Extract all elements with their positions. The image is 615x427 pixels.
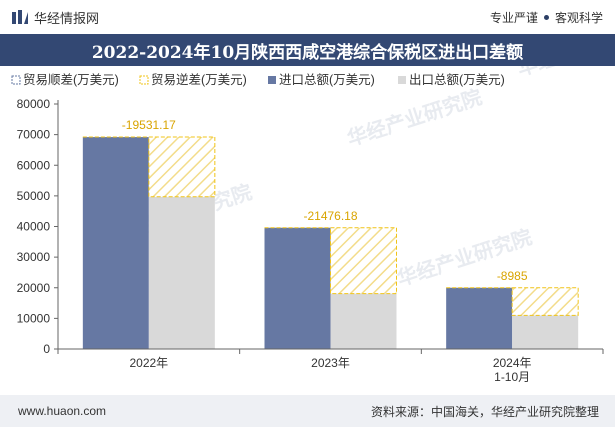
y-tick-label: 70000 <box>17 128 51 142</box>
watermark-text: 华经产业研究院 <box>514 66 615 81</box>
y-tick-label: 30000 <box>17 250 51 264</box>
deficit-bar <box>511 287 579 316</box>
legend-item: 贸易顺差(万美元) <box>11 73 119 87</box>
deficit-bar <box>330 227 397 295</box>
tagline-1: 专业严谨 <box>489 10 538 25</box>
brand: 华经情报网 <box>12 8 99 27</box>
footer-source: 资料来源：中国海关，华经产业研究院整理 <box>370 404 599 419</box>
tagline: 专业严谨 客观科学 <box>490 9 603 26</box>
y-tick-label: 10000 <box>17 311 51 325</box>
legend-label: 贸易逆差(万美元) <box>151 72 247 87</box>
footer-website: www.huaon.com <box>18 404 107 418</box>
tagline-2: 客观科学 <box>554 10 603 25</box>
legend-item: 贸易逆差(万美元) <box>139 72 247 87</box>
x-tick-label: 2024年 1-10月 <box>493 356 532 384</box>
x-axis: 2022年 2023年 2024年 1-10月 <box>57 348 604 384</box>
deficit-data-label: -19531.17 <box>122 118 176 132</box>
legend-swatch-icon <box>398 76 406 84</box>
y-tick-label: 40000 <box>17 220 51 234</box>
import-bar <box>82 137 149 349</box>
y-tick-label: 50000 <box>17 189 51 203</box>
watermark-text: 华经产业研究院 <box>344 85 485 151</box>
y-tick-label: 0 <box>43 342 50 356</box>
chart: 华经产业研究院华经产业研究院华经产业研究院华经产业研究院 贸易顺差(万美元)贸易… <box>11 66 615 384</box>
y-tick-label: 20000 <box>17 281 51 295</box>
legend-swatch-icon <box>268 76 276 84</box>
chart-title: 2022-2024年10月陕西西咸空港综合保税区进出口差额 <box>0 34 615 66</box>
y-tick-label: 60000 <box>17 158 51 172</box>
legend-label: 出口总额(万美元) <box>409 73 505 87</box>
export-bar <box>512 315 579 349</box>
y-axis: 0 10000 20000 30000 40000 50000 60000 70000 8000… <box>17 97 59 356</box>
legend-swatch-icon <box>139 75 149 85</box>
export-bar <box>330 293 397 349</box>
x-tick-label: 2023年 <box>311 356 350 370</box>
export-bar <box>148 196 215 349</box>
footer: www.huaon.com 资料来源：中国海关，华经产业研究院整理 <box>0 395 615 427</box>
huajing-logo-icon <box>12 10 28 24</box>
brand-name: 华经情报网 <box>34 10 100 26</box>
deficit-data-label: -21476.18 <box>303 209 357 223</box>
bars: -19531.17 -21476.18 -8985 <box>82 118 579 349</box>
deficit-bar <box>148 136 216 198</box>
legend-label: 进口总额(万美元) <box>279 73 375 87</box>
x-tick-label: 2022年 <box>129 356 168 370</box>
legend-item: 进口总额(万美元) <box>268 73 375 87</box>
y-tick-label: 80000 <box>17 97 51 111</box>
legend-item: 出口总额(万美元) <box>398 73 505 87</box>
import-bar <box>264 227 331 349</box>
legend-label: 贸易顺差(万美元) <box>23 73 119 87</box>
top-bar: 华经情报网 专业严谨 客观科学 <box>0 0 615 34</box>
legend: 贸易顺差(万美元) 贸易逆差(万美元) 进口总额(万美元) 出口总额(万美元) <box>11 72 505 87</box>
bullet-dot-icon <box>543 14 549 20</box>
import-bar <box>446 287 513 349</box>
deficit-data-label: -8985 <box>497 269 528 283</box>
legend-swatch-icon <box>11 75 21 85</box>
